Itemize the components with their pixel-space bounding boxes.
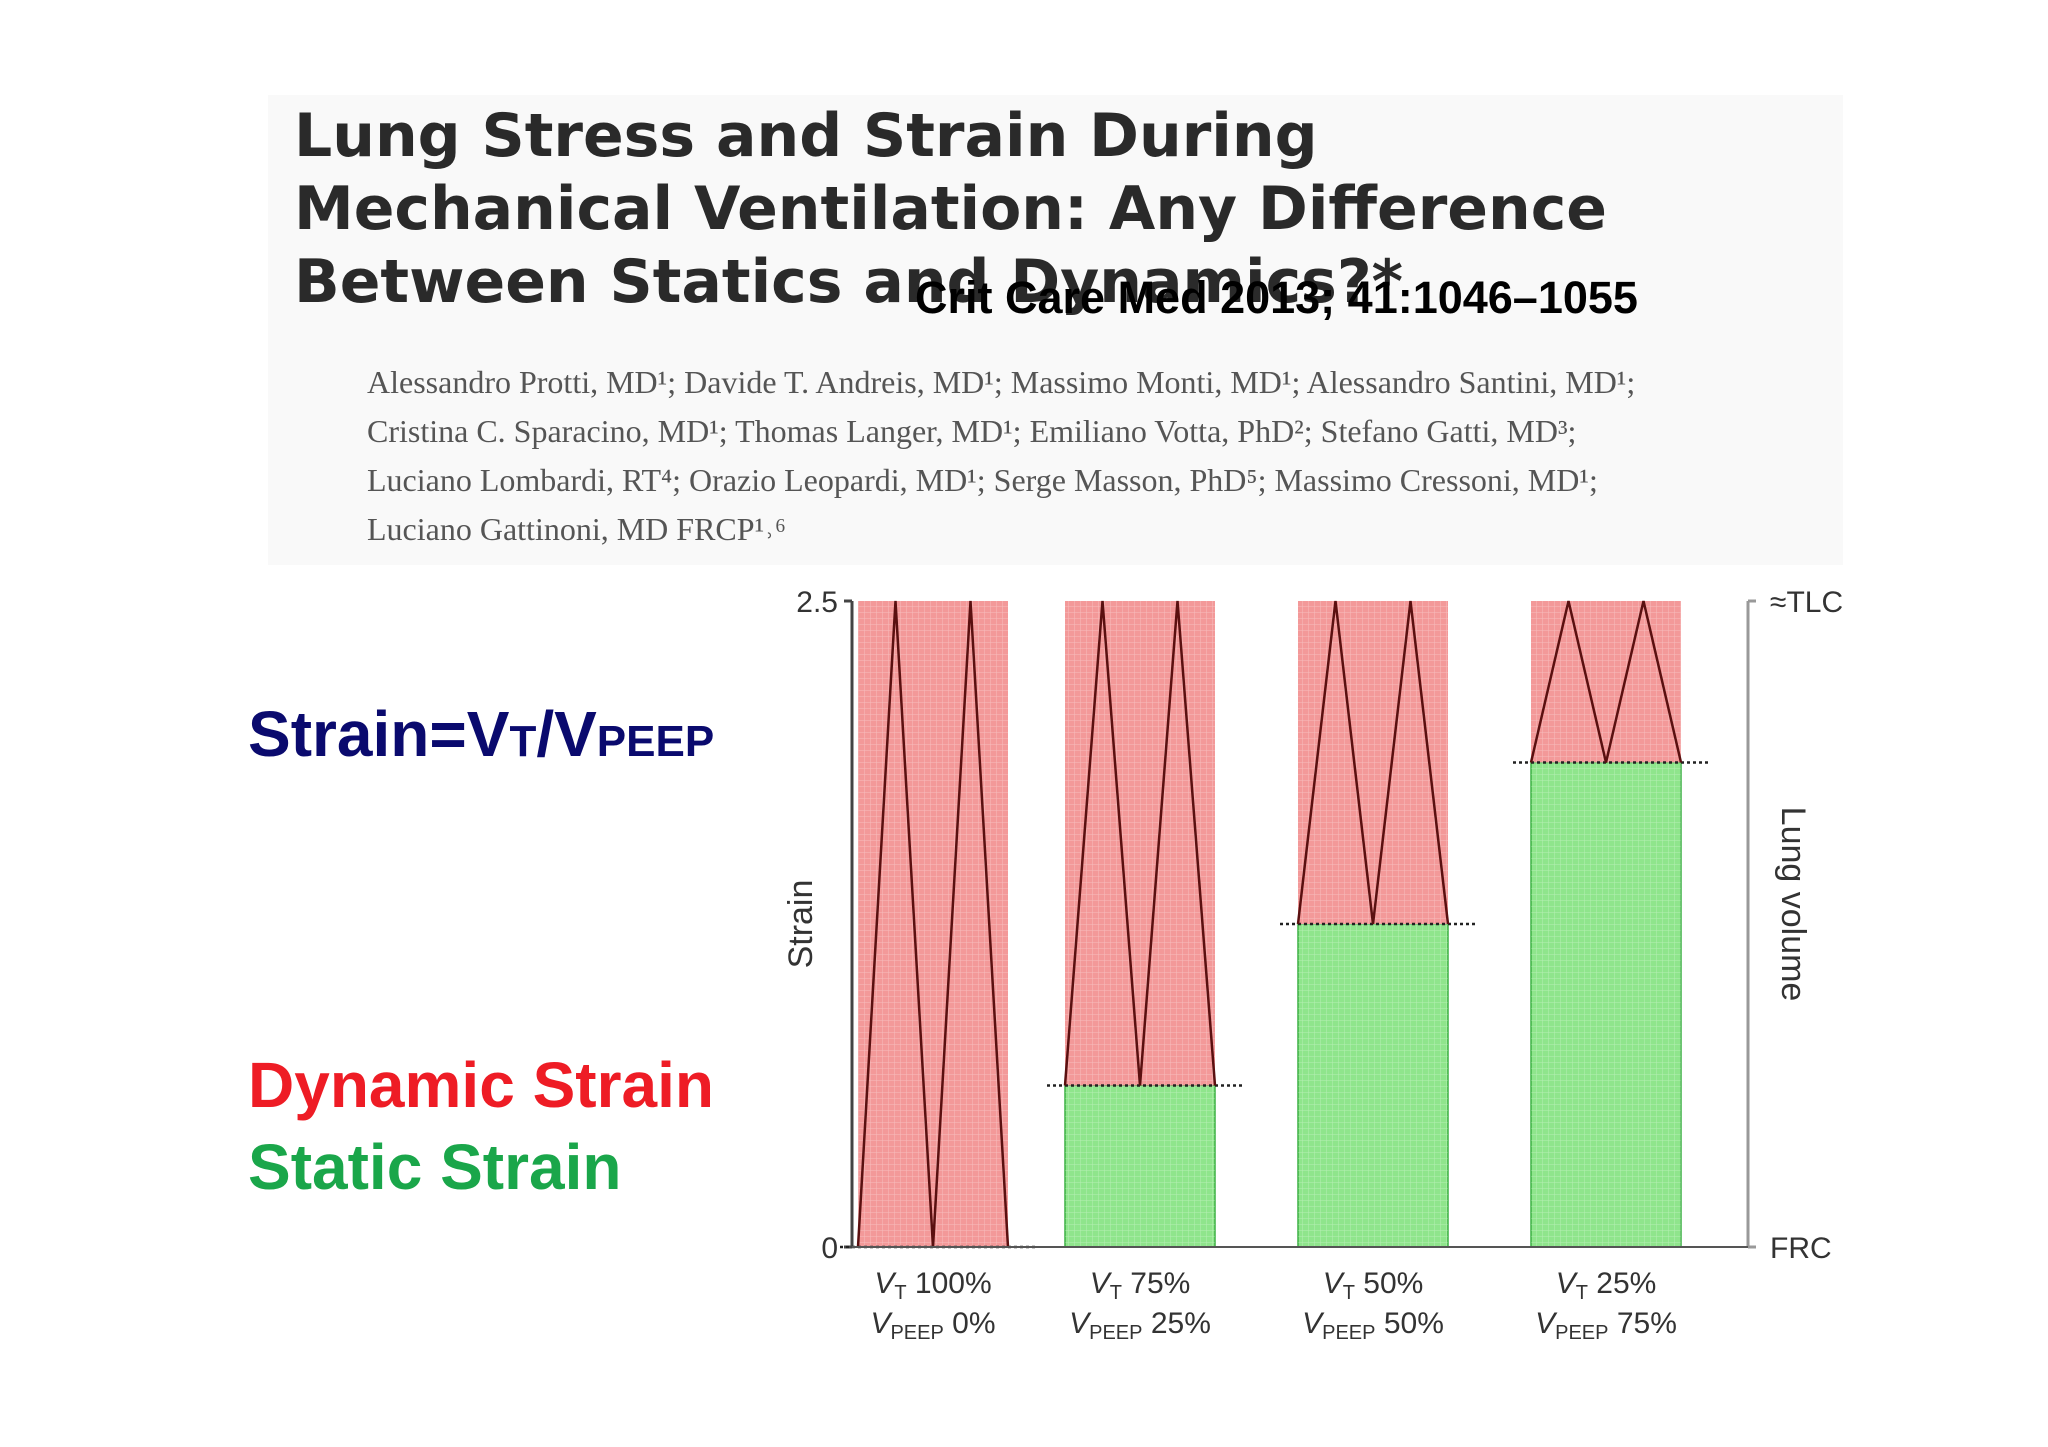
bar-texture: [1298, 924, 1448, 1247]
y-tick-label: 2.5: [796, 586, 838, 619]
category-label-vt: VT 25%: [1556, 1267, 1657, 1304]
tidal-volume-trace: [1296, 600, 1450, 925]
category-label-vpeep: VPEEP 0%: [870, 1307, 995, 1344]
right-axis-bottom-label: FRC: [1770, 1232, 1832, 1265]
formula-lhs: Strain=V: [248, 698, 510, 770]
formula-sub-t: T: [509, 717, 537, 766]
bar-texture: [1531, 601, 1681, 763]
right-axis-label: Lung volume: [1774, 807, 1812, 1002]
author-list: Alessandro Protti, MD¹; Davide T. Andrei…: [367, 358, 1827, 554]
author-line: Alessandro Protti, MD¹; Davide T. Andrei…: [367, 364, 1636, 400]
author-line: Luciano Gattinoni, MD FRCP¹˒⁶: [367, 511, 786, 547]
paper-header-background: [268, 95, 1843, 565]
formula-sub-peep: PEEP: [596, 717, 715, 766]
category-label-vpeep: VPEEP 25%: [1069, 1307, 1211, 1344]
legend-dynamic-strain: Dynamic Strain: [248, 1049, 714, 1121]
category-label-vt: VT 100%: [874, 1267, 991, 1304]
y-axis-label: Strain: [782, 880, 820, 969]
bar-texture: [1065, 1085, 1215, 1247]
category-label-vpeep: VPEEP 50%: [1302, 1307, 1444, 1344]
right-axis-top-label: ≈TLC: [1770, 586, 1843, 619]
strain-formula: Strain=VT/VPEEP: [248, 697, 714, 771]
y-tick-label: 0: [821, 1232, 838, 1265]
category-label-vt: VT 50%: [1323, 1267, 1424, 1304]
tidal-volume-trace: [1529, 600, 1683, 763]
category-label-vpeep: VPEEP 75%: [1535, 1307, 1677, 1344]
bar-texture: [1298, 601, 1448, 924]
bar-texture: [1065, 601, 1215, 1086]
paper-title: Lung Stress and Strain During Mechanical…: [294, 101, 1607, 317]
bar-texture: [858, 601, 1008, 1247]
author-line: Luciano Lombardi, RT⁴; Orazio Leopardi, …: [367, 462, 1598, 498]
citation: Crit Care Med 2013; 41:1046–1055: [915, 272, 1638, 323]
tidal-volume-trace: [1063, 600, 1217, 1086]
category-label-vt: VT 75%: [1090, 1267, 1191, 1304]
formula-mid: /V: [536, 698, 597, 770]
author-line: Cristina C. Sparacino, MD¹; Thomas Lange…: [367, 413, 1577, 449]
legend-static-strain: Static Strain: [248, 1131, 622, 1203]
bar-texture: [1531, 762, 1681, 1247]
